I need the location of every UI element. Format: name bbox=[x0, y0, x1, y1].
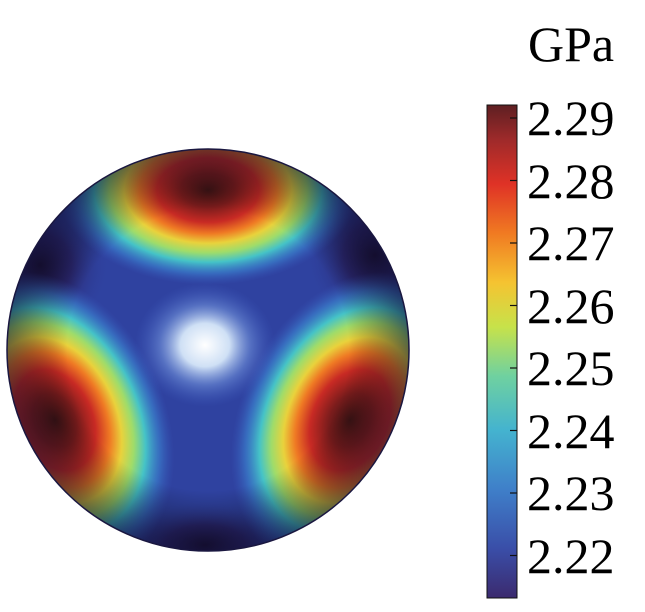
colorbar-tick-label: 2.28 bbox=[527, 152, 615, 209]
colorbar-tick-label: 2.23 bbox=[527, 465, 615, 521]
colorbar-tick-label: 2.25 bbox=[527, 340, 615, 396]
colorbar bbox=[486, 104, 518, 599]
sphere-outline bbox=[6, 148, 410, 552]
stress-sphere bbox=[6, 148, 410, 552]
colorbar-tick-label: 2.22 bbox=[527, 527, 615, 584]
sphere-rim-shade bbox=[7, 149, 409, 551]
colorbar-tick-label: 2.26 bbox=[527, 277, 615, 334]
colorbar-unit-label: GPa bbox=[528, 16, 615, 72]
colorbar-tick-label: 2.29 bbox=[527, 90, 615, 146]
colorbar-tick-marks bbox=[510, 117, 517, 557]
colorbar-tick-label: 2.27 bbox=[527, 215, 615, 271]
colorbar-tick-label: 2.24 bbox=[527, 402, 615, 459]
colorbar-gradient bbox=[486, 104, 518, 599]
